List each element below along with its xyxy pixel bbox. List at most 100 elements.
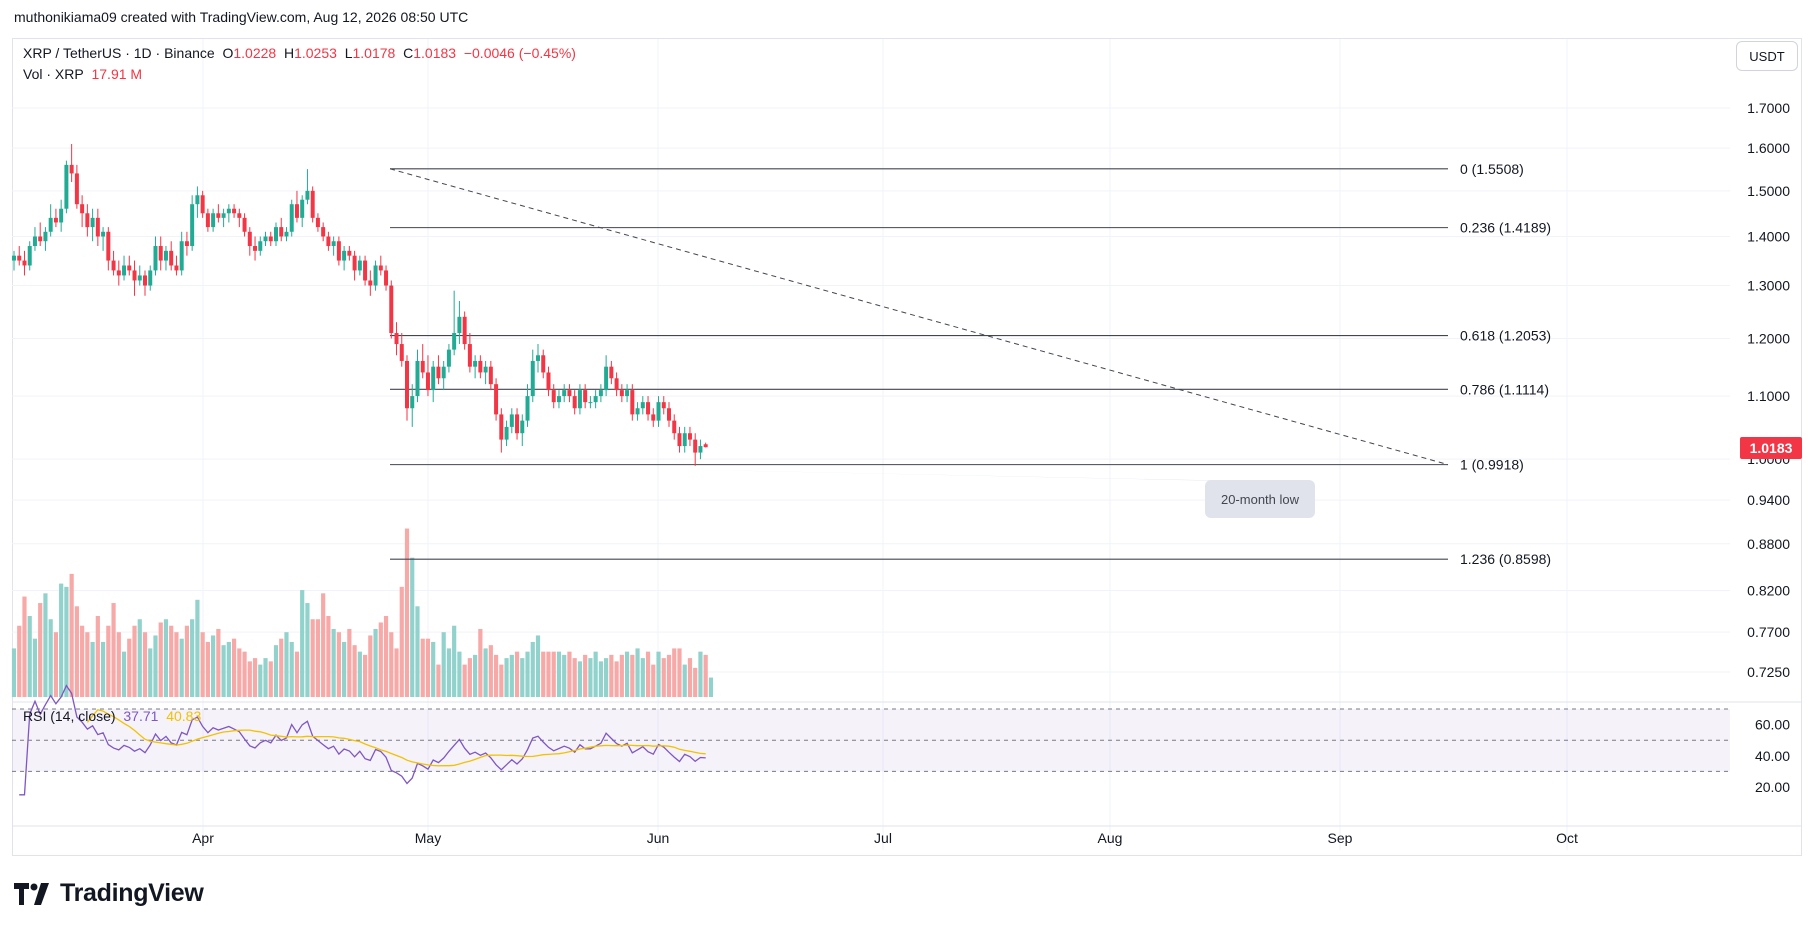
volume-bar [59, 583, 64, 697]
candle-body [247, 231, 252, 247]
candle-body [672, 420, 677, 434]
candle-body [53, 217, 58, 223]
candle-body [179, 241, 184, 271]
volume-bar [577, 661, 583, 697]
volume-bar [698, 651, 703, 697]
candle-body [169, 250, 174, 266]
candle-body [609, 366, 614, 379]
candle-body [593, 396, 598, 403]
candle-body [530, 360, 535, 397]
price-tick-label: 0.7700 [1747, 624, 1790, 640]
candle-body [221, 213, 226, 218]
volume-bar [661, 658, 666, 697]
fib-level-label: 0 (1.5508) [1460, 161, 1524, 177]
candle-body [368, 280, 373, 286]
volume-bar [645, 651, 651, 697]
volume-bar [279, 638, 284, 697]
candle-body [441, 366, 446, 379]
rsi-value: 37.71 [123, 708, 159, 724]
volume-bar [142, 632, 148, 697]
volume-bar [300, 590, 305, 697]
candle-body [536, 355, 540, 361]
volume-bar [420, 638, 425, 697]
candle-body [284, 231, 289, 237]
volume-bar [121, 651, 127, 697]
volume-bar [378, 622, 383, 697]
price-tick-label: 1.2000 [1747, 331, 1790, 347]
volume-bar [551, 651, 556, 697]
tradingview-logo-text: TradingView [60, 879, 204, 907]
volume-bar [693, 667, 698, 697]
volume-bar [383, 616, 389, 697]
volume-bar [85, 632, 90, 697]
volume-legend: Vol · XRP 17.91 M [23, 66, 142, 82]
candle-body [378, 265, 383, 271]
candle-body [174, 265, 179, 271]
candle-body [515, 414, 520, 434]
volume-bar [677, 648, 682, 697]
volume-bars [11, 528, 714, 697]
volume-bar [200, 632, 205, 697]
candle-body [588, 402, 593, 404]
volume-bar [127, 638, 132, 697]
volume-bar [169, 625, 174, 697]
volume-bar [111, 603, 116, 697]
candle-body [446, 349, 451, 367]
volume-bar [174, 632, 179, 697]
close-label: C [403, 45, 414, 61]
volume-bar [535, 635, 541, 697]
candle-body [195, 195, 200, 205]
volume-bar [38, 603, 43, 697]
candle-body [483, 366, 488, 373]
volume-bar [457, 651, 462, 697]
volume-bar [163, 619, 169, 697]
time-tick-label: Jul [874, 830, 892, 846]
volume-bar [90, 641, 95, 697]
volume-bar [556, 651, 562, 697]
volume-bar [619, 654, 624, 697]
volume-bar [64, 586, 69, 697]
change-value: −0.0046 (−0.45%) [463, 45, 576, 61]
price-tick-label: 0.8800 [1747, 536, 1790, 552]
candle-body [274, 227, 278, 242]
candle-body [90, 217, 95, 228]
volume-bar [132, 625, 137, 697]
candle-body [163, 250, 168, 261]
candle-body [132, 270, 137, 281]
volume-bar [656, 651, 661, 697]
candle-body [279, 227, 284, 237]
candle-body [38, 236, 43, 242]
volume-bar [640, 658, 645, 697]
volume-bar [226, 641, 231, 697]
rsi-label: RSI (14, close) [23, 708, 116, 724]
currency-button[interactable]: USDT [1736, 41, 1798, 71]
candle-body [294, 204, 299, 218]
volume-bar [258, 664, 263, 697]
rsi-ma-value: 40.83 [166, 708, 202, 724]
volume-bar [190, 619, 195, 697]
candle-body [520, 420, 525, 434]
volume-bar [504, 658, 509, 697]
candle-body [211, 213, 216, 228]
volume-bar [80, 625, 85, 697]
candle-body [237, 213, 242, 218]
volume-bar [362, 654, 368, 697]
close-value: 1.0183 [413, 45, 457, 61]
last-price-tag: 1.0183 [1740, 437, 1802, 459]
candle-body [509, 414, 514, 427]
price-tick-label: 1.7000 [1747, 100, 1790, 116]
tradingview-logo[interactable]: TradingView [14, 879, 204, 908]
candle-body [651, 414, 656, 421]
candle-body [494, 384, 499, 415]
candle-body [190, 204, 195, 247]
price-tick-label: 1.1000 [1747, 388, 1790, 404]
open-label: O [222, 45, 234, 61]
chart-attribution: muthonikiama09 created with TradingView.… [14, 9, 469, 25]
candle-body [598, 390, 603, 397]
volume-bar [399, 586, 404, 697]
volume-bar [478, 628, 483, 697]
candle-body [698, 446, 703, 453]
callout-pointer [697, 469, 1245, 481]
volume-bar [499, 664, 504, 697]
